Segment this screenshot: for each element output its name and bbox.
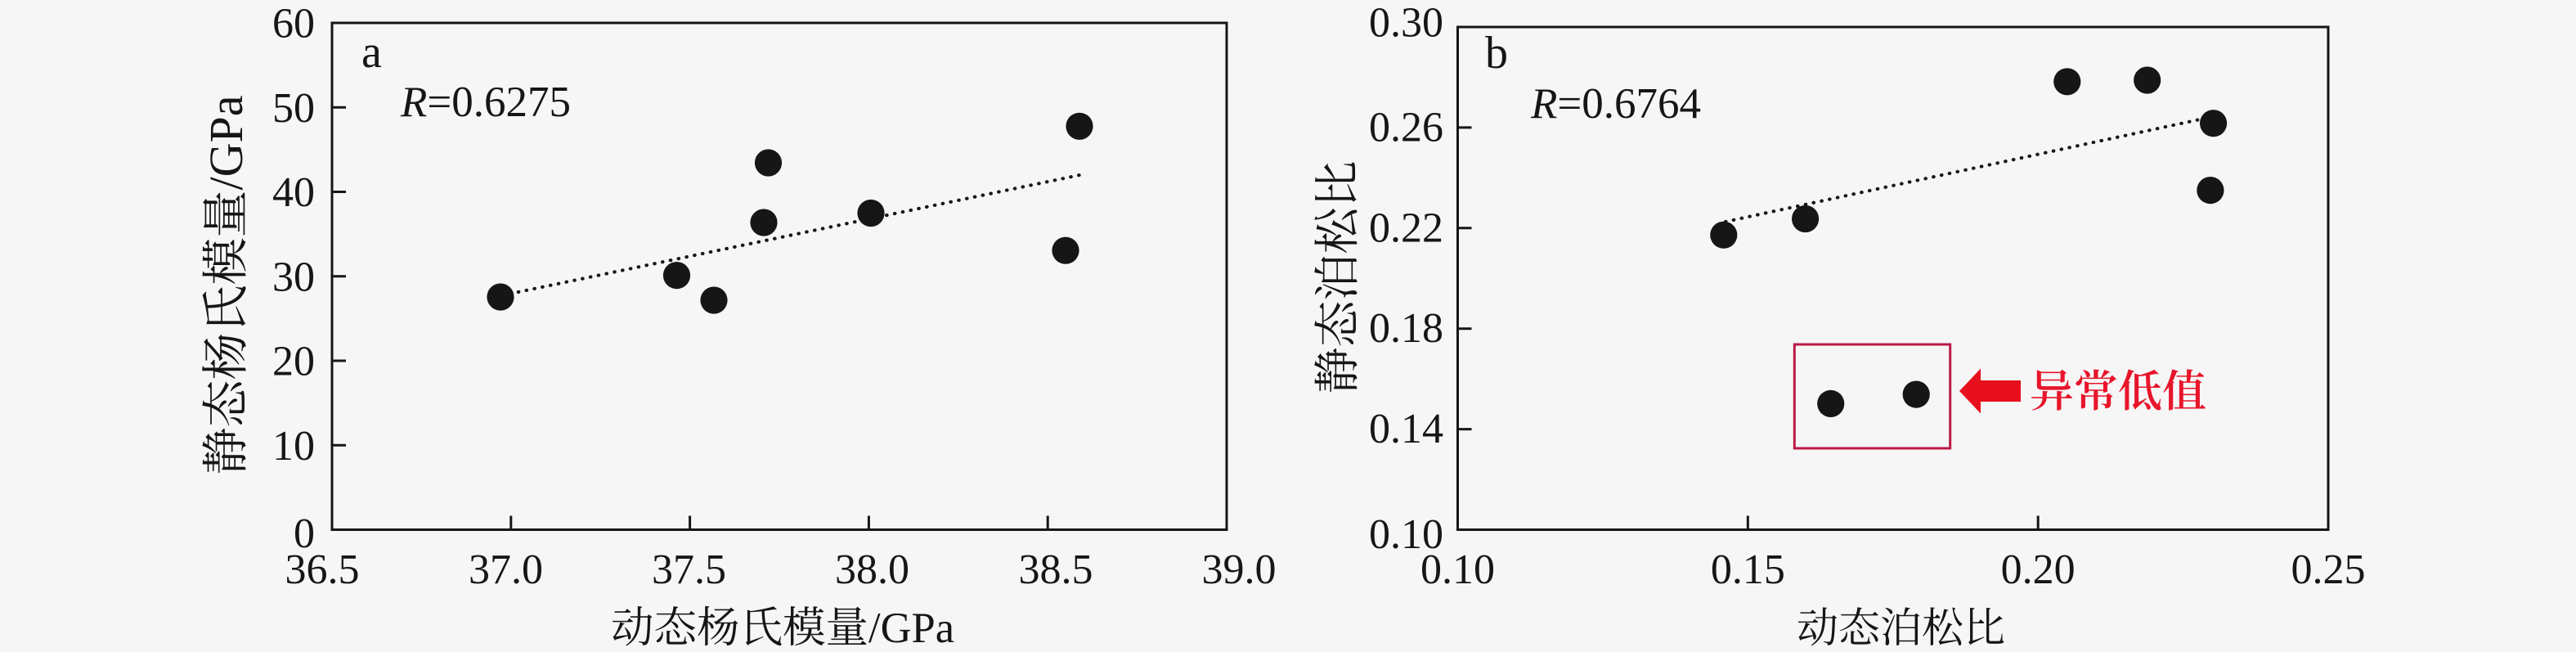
svg-text:a: a	[361, 27, 382, 78]
svg-text:0.14: 0.14	[1369, 406, 1443, 452]
svg-text:36.5: 36.5	[285, 546, 360, 593]
svg-text:0.10: 0.10	[1420, 546, 1495, 593]
svg-text:0.18: 0.18	[1369, 305, 1443, 352]
svg-text:/GPa: /GPa	[868, 605, 954, 652]
svg-text:10: 10	[272, 423, 315, 470]
svg-text:0.15: 0.15	[1711, 546, 1785, 593]
svg-text:0.30: 0.30	[1369, 0, 1443, 47]
svg-text:/GPa: /GPa	[200, 96, 253, 191]
svg-text:0: 0	[294, 510, 315, 557]
svg-text:39.0: 39.0	[1202, 546, 1277, 593]
svg-text:0.22: 0.22	[1369, 205, 1443, 251]
svg-text:R=0.6764: R=0.6764	[1530, 80, 1701, 128]
svg-text:R=0.6275: R=0.6275	[400, 79, 571, 126]
svg-text:40: 40	[272, 169, 315, 216]
svg-text:60: 60	[272, 1, 315, 47]
svg-text:0.26: 0.26	[1369, 104, 1443, 151]
svg-text:20: 20	[272, 339, 315, 385]
svg-text:0.25: 0.25	[2291, 546, 2366, 593]
svg-text:b: b	[1485, 28, 1508, 79]
svg-text:37.0: 37.0	[469, 546, 543, 593]
svg-text:38.0: 38.0	[835, 546, 909, 593]
svg-text:50: 50	[272, 85, 315, 132]
svg-text:38.5: 38.5	[1019, 546, 1093, 593]
svg-text:0.20: 0.20	[2001, 546, 2076, 593]
svg-text:37.5: 37.5	[652, 546, 726, 593]
svg-text:0.10: 0.10	[1369, 511, 1443, 558]
svg-text:30: 30	[272, 254, 315, 300]
